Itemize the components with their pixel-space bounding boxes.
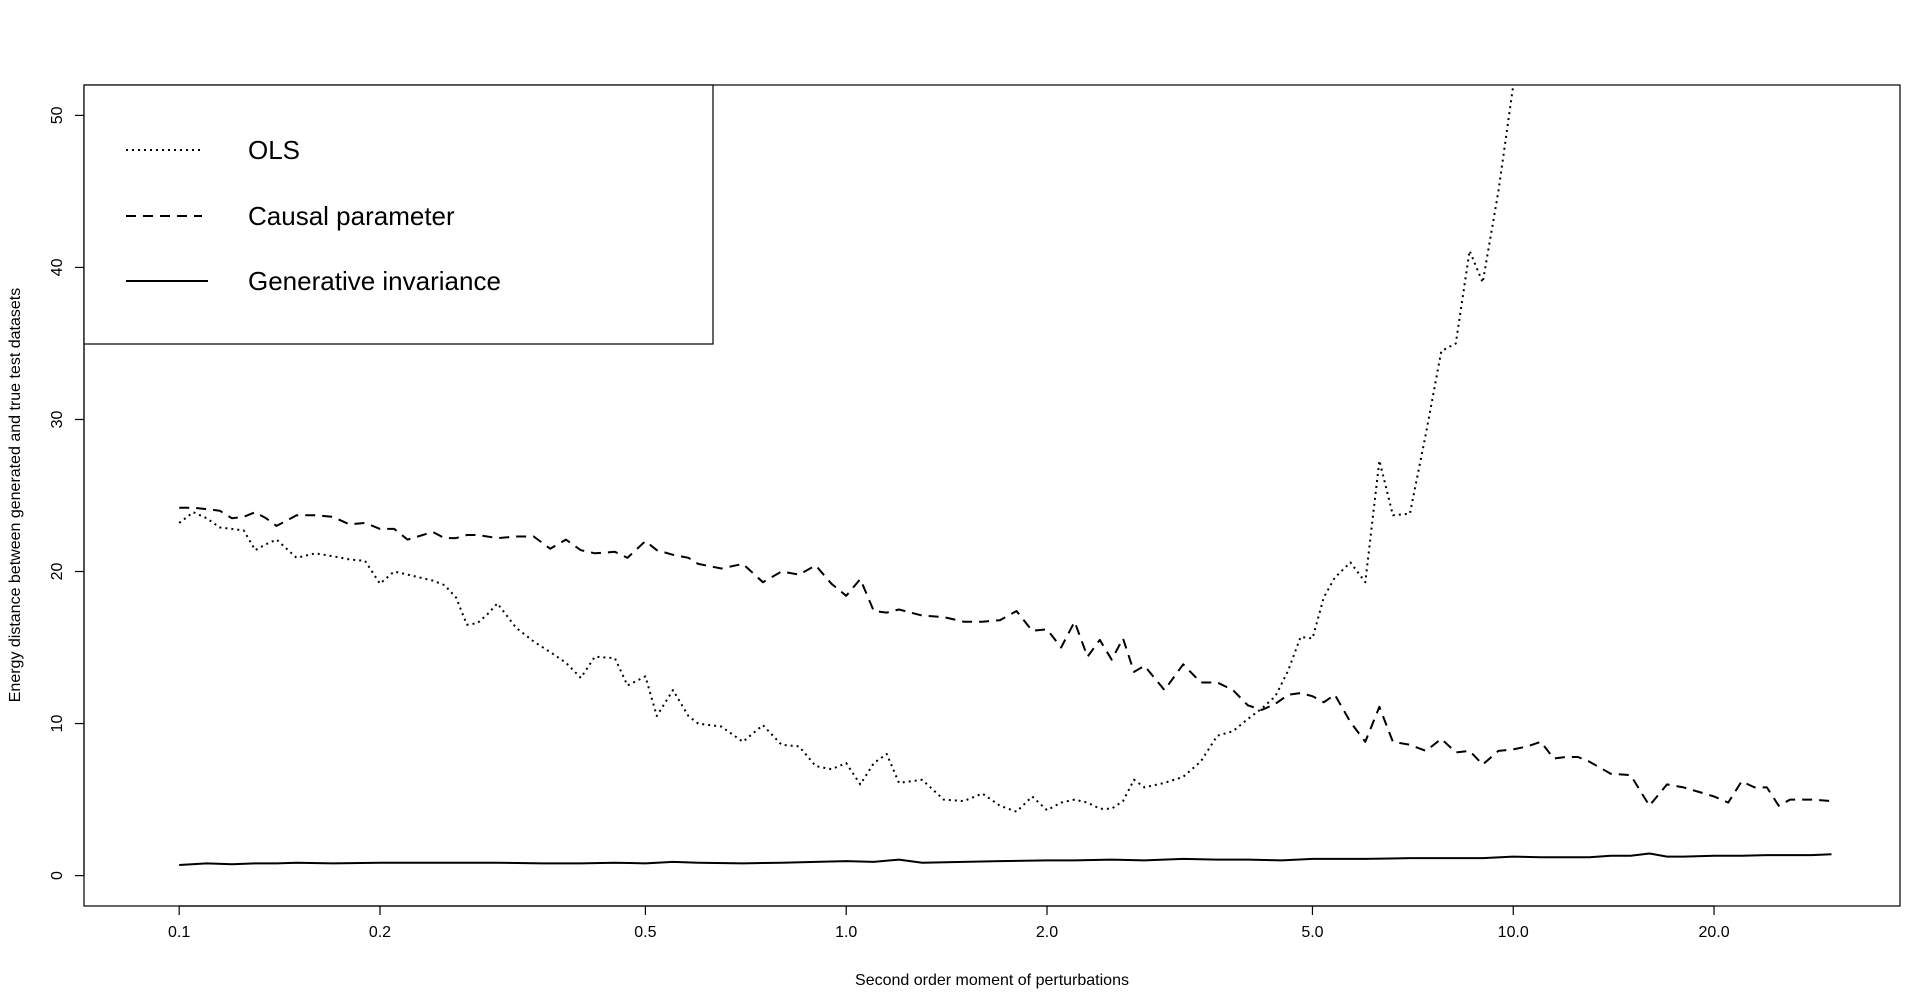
x-tick-label: 0.5 [634, 924, 656, 941]
legend-label-generative-invariance: Generative invariance [248, 266, 501, 296]
legend-label-causal-parameter: Causal parameter [248, 201, 455, 231]
series-layer [178, 85, 1832, 866]
x-axis-title: Second order moment of perturbations [855, 972, 1129, 989]
y-axis-title: Energy distance between generated and tr… [7, 288, 24, 703]
legend: OLS Causal parameter Generative invarian… [83, 84, 714, 345]
x-tick-label: 20.0 [1698, 924, 1729, 941]
legend-label-ols: OLS [248, 135, 300, 165]
x-tick-label: 2.0 [1036, 924, 1058, 941]
series-line-generative-invariance [179, 852, 1832, 866]
y-axis: 0 10 20 30 40 50 [49, 106, 85, 880]
y-tick-label: 40 [49, 258, 66, 276]
x-tick-label: 0.2 [369, 924, 391, 941]
x-tick-label: 0.1 [168, 924, 190, 941]
y-tick-label: 30 [49, 410, 66, 428]
y-tick-label: 0 [49, 871, 66, 880]
x-tick-label: 5.0 [1301, 924, 1323, 941]
y-tick-label: 20 [49, 563, 66, 581]
series-line-causal-parameter [179, 506, 1832, 807]
x-axis: 0.1 0.2 0.5 1.0 2.0 5.0 10.0 20.0 [168, 905, 1730, 941]
series-line-ols [178, 85, 1515, 813]
y-tick-label: 10 [49, 715, 66, 733]
y-tick-label: 50 [49, 106, 66, 124]
x-tick-label: 1.0 [835, 924, 857, 941]
legend-box [83, 84, 714, 345]
x-tick-label: 10.0 [1498, 924, 1529, 941]
